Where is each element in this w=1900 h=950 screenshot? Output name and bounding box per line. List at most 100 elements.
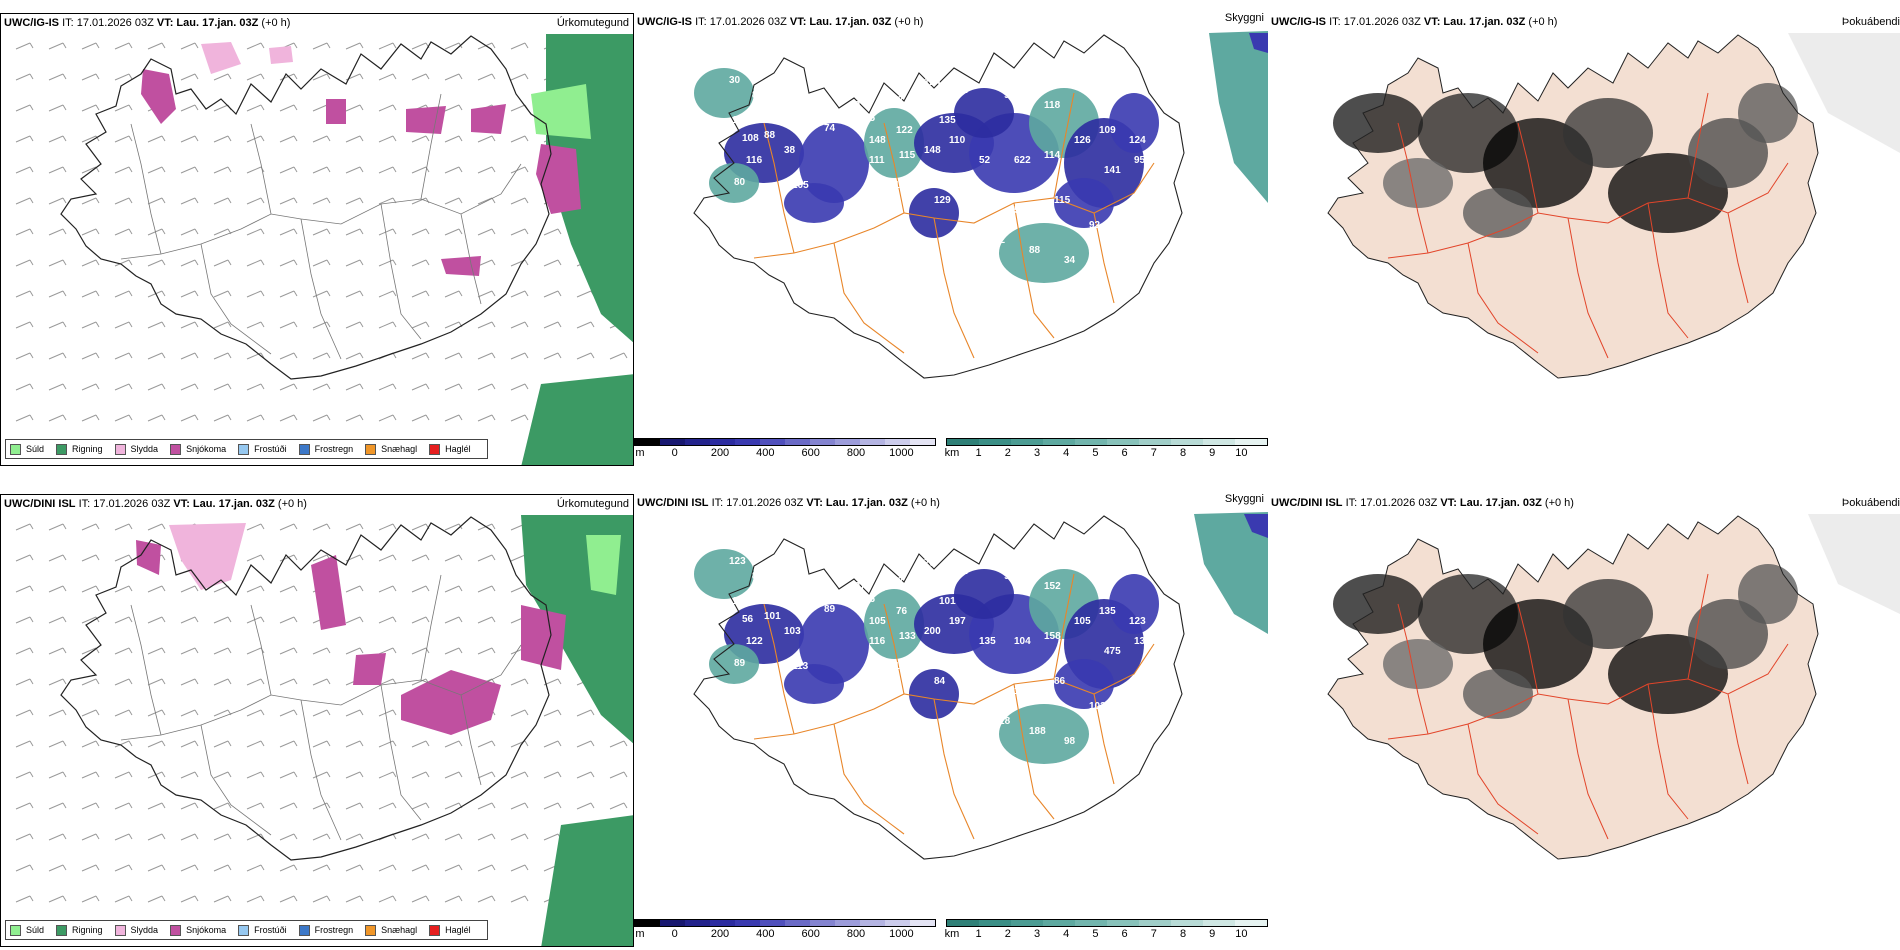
wind-barb xyxy=(279,616,298,624)
cloudbase-value: 113 xyxy=(974,190,991,201)
scale-swatch xyxy=(760,439,785,445)
wind-barb xyxy=(510,709,529,717)
wind-barb xyxy=(15,383,34,391)
lead-time: (+0 h) xyxy=(261,17,291,29)
wind-barb xyxy=(81,709,100,717)
wind-barb xyxy=(15,864,34,872)
wind-barb xyxy=(81,616,100,624)
wind-barb xyxy=(312,166,331,174)
wind-barb xyxy=(81,290,100,298)
cloudbase-value: 475 xyxy=(1104,646,1121,657)
road-line xyxy=(1093,693,1115,785)
wind-barb xyxy=(213,895,232,903)
wind-barb xyxy=(114,833,133,841)
wind-barb xyxy=(345,414,364,422)
wind-barb xyxy=(147,802,166,810)
wind-barb xyxy=(345,864,364,872)
init-time: IT: 17.01.2026 03Z xyxy=(1329,16,1421,28)
precip-snow-n1 xyxy=(406,106,446,134)
wind-barb xyxy=(477,259,496,267)
cloudbase-value: 68 xyxy=(984,556,996,567)
fog-patch xyxy=(1688,599,1768,669)
visibility-ne-low xyxy=(1244,514,1268,538)
legend-swatch xyxy=(114,924,126,936)
cloudbase-value: 105 xyxy=(869,616,886,627)
cloudbase-value: 87 xyxy=(959,85,971,96)
legend-swatch xyxy=(429,443,441,455)
wind-barb xyxy=(147,166,166,174)
fog-patch xyxy=(1688,118,1768,188)
wind-barb xyxy=(147,414,166,422)
wind-barb xyxy=(48,259,67,267)
cloudbase-value: 197 xyxy=(949,616,966,627)
wind-barb xyxy=(510,228,529,236)
roads xyxy=(1387,92,1789,359)
wind-barb xyxy=(312,352,331,360)
road-line xyxy=(120,163,522,260)
wind-barb xyxy=(510,135,529,143)
road-line xyxy=(1397,122,1429,254)
wind-barb xyxy=(15,259,34,267)
fog-patch xyxy=(1463,188,1533,238)
wind-barb xyxy=(411,585,430,593)
fog-panel-bottom: UWC/DINI ISL IT: 17.01.2026 03Z VT: Lau.… xyxy=(1268,494,1900,947)
wind-barb xyxy=(510,42,529,50)
cloudbase-value: 123 xyxy=(729,556,746,567)
scale-ticks: m 0 200 400 600 800 1000 xyxy=(634,446,936,460)
legend-item: Haglél xyxy=(429,924,471,936)
model-name: UWC/IG-IS xyxy=(4,17,59,29)
wind-barb xyxy=(378,802,397,810)
wind-barb xyxy=(411,228,430,236)
road-line xyxy=(1467,242,1539,354)
wind-barb xyxy=(477,228,496,236)
wind-barb xyxy=(246,895,265,903)
wind-barb xyxy=(213,802,232,810)
panel-header: UWC/IG-IS IT: 17.01.2026 03Z VT: Lau. 17… xyxy=(1271,16,1900,32)
wind-barb xyxy=(576,709,595,717)
scale-swatch xyxy=(1011,439,1043,445)
wind-barb xyxy=(114,42,133,50)
wind-barb xyxy=(180,166,199,174)
wind-barb xyxy=(378,647,397,655)
coastline xyxy=(1327,34,1819,379)
wind-barb xyxy=(213,771,232,779)
scale-tick: 4 xyxy=(1063,447,1070,459)
legend-swatch xyxy=(10,924,21,936)
cloud-blob xyxy=(799,123,869,203)
scale-tick: 1 xyxy=(975,928,982,940)
scale-tick: 2 xyxy=(1004,447,1011,459)
precip-rain-se xyxy=(521,374,633,465)
scale-swatch xyxy=(1171,920,1203,926)
wind-barb xyxy=(114,414,133,422)
wind-barb xyxy=(81,228,100,236)
wind-barb xyxy=(114,228,133,236)
wind-barb xyxy=(378,135,397,143)
wind-barb xyxy=(180,321,199,329)
init-time: IT: 17.01.2026 03Z xyxy=(711,497,804,509)
wind-barb xyxy=(246,554,265,562)
scale-swatch xyxy=(710,439,735,445)
wind-barb xyxy=(147,383,166,391)
cloudbase-value: 105 xyxy=(792,180,809,191)
wind-barb xyxy=(114,647,133,655)
wind-barb xyxy=(279,352,298,360)
scale-swatch xyxy=(1043,920,1075,926)
road-line xyxy=(1687,92,1709,199)
cloud-blob xyxy=(784,183,844,223)
road-line xyxy=(753,643,1155,740)
cloudbase-value: 88 xyxy=(984,75,996,86)
wind-barb xyxy=(180,802,199,810)
cloudbase-value: 92 xyxy=(1089,220,1101,231)
wind-barb xyxy=(576,740,595,748)
wind-barb xyxy=(312,135,331,143)
cloudbase-value: 82 xyxy=(892,95,904,106)
cloud-blob xyxy=(864,108,924,178)
wind-barb xyxy=(444,228,463,236)
scale-tick: 8 xyxy=(1179,447,1187,459)
wind-barb xyxy=(510,678,529,686)
cloudbase-value: 103 xyxy=(784,626,801,637)
fog-map xyxy=(1327,514,1900,860)
wind-barb xyxy=(378,104,397,112)
precip-snow-c xyxy=(441,256,481,276)
scale-bar xyxy=(946,438,1268,446)
